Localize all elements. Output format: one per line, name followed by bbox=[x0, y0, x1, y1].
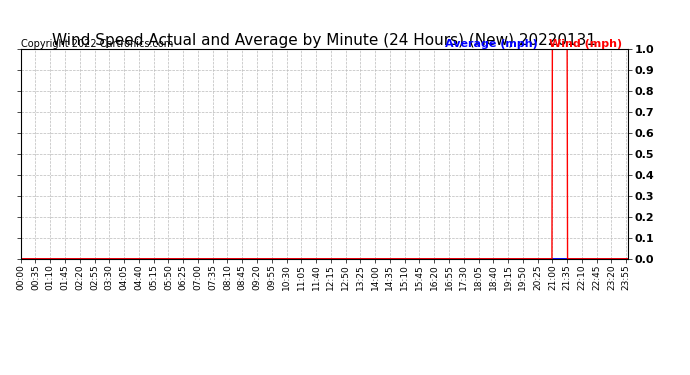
Text: Wind (mph): Wind (mph) bbox=[549, 39, 622, 50]
Text: Copyright 2022 Cartronics.com: Copyright 2022 Cartronics.com bbox=[21, 39, 173, 50]
Text: Average (mph): Average (mph) bbox=[445, 39, 538, 50]
Title: Wind Speed Actual and Average by Minute (24 Hours) (New) 20220131: Wind Speed Actual and Average by Minute … bbox=[52, 33, 596, 48]
